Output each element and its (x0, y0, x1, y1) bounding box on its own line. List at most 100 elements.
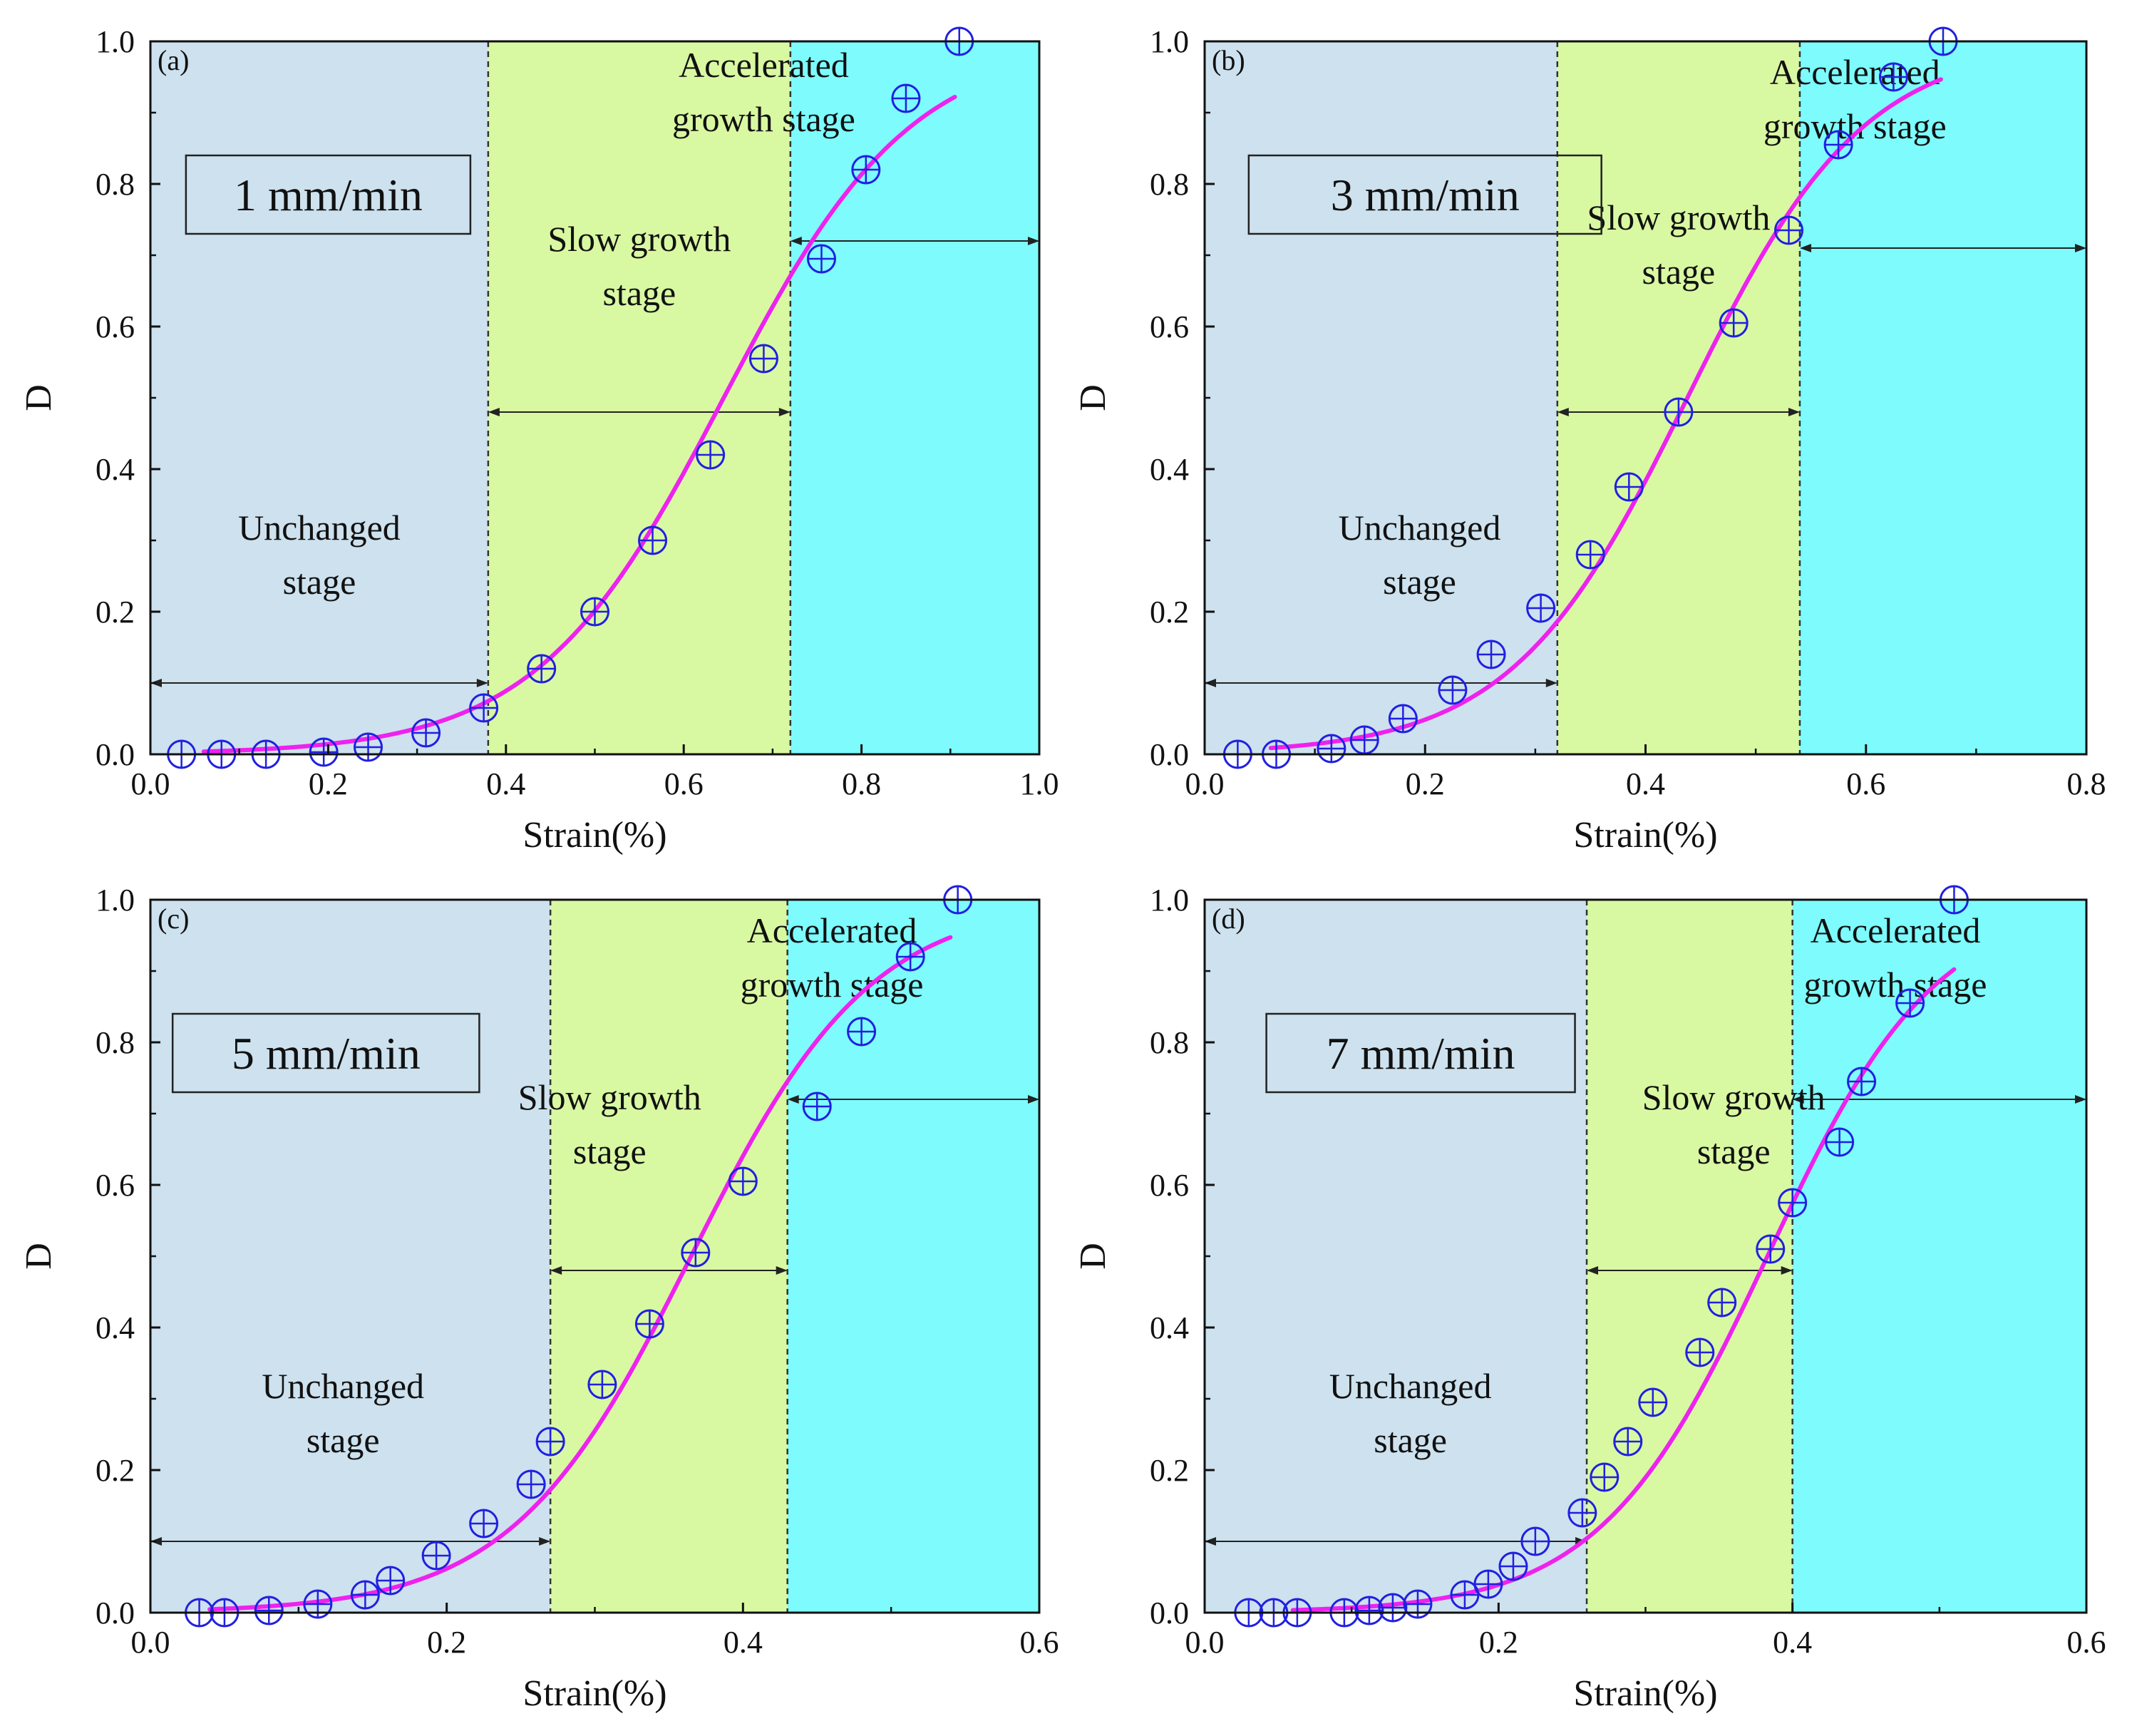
data-point (421, 1541, 451, 1571)
slow-growth-stage-band (550, 900, 788, 1613)
data-point (1847, 1067, 1877, 1096)
data-point (1638, 1387, 1668, 1417)
rate-label-box (1265, 1012, 1576, 1094)
accelerated-stage-arrow-right-head (2075, 1095, 2086, 1104)
slow-growth-stage-arrow-left-head (488, 408, 500, 416)
data-point (516, 1469, 546, 1499)
accelerated-stage-band (787, 900, 1039, 1613)
data-point (1756, 1234, 1786, 1264)
data-point (1707, 1288, 1737, 1318)
y-tick-label: 0.2 (96, 595, 135, 630)
data-point (1438, 675, 1468, 705)
y-tick-label: 0.2 (1150, 595, 1189, 630)
data-point (1354, 1596, 1384, 1625)
slow-growth-stage-arrow-left-head (1587, 1266, 1599, 1275)
unchanged-stage-band (1205, 900, 1587, 1613)
y-tick-label: 0.0 (96, 1596, 135, 1630)
x-tick-label: 0.6 (2067, 1625, 2106, 1660)
accelerated-stage-arrow-right-head (1028, 1095, 1039, 1104)
panel-letter: (c) (158, 903, 189, 935)
data-point (1778, 1188, 1808, 1218)
y-tick-label: 0.8 (1150, 167, 1189, 202)
data-point (1825, 1127, 1855, 1157)
x-tick-label: 0.2 (309, 766, 348, 801)
x-tick-label: 0.0 (131, 1625, 170, 1660)
rate-label: 5 mm/min (232, 1028, 421, 1079)
data-point (309, 737, 339, 767)
y-axis-title: D (1073, 1243, 1113, 1270)
data-point (1526, 593, 1556, 623)
data-point (1823, 130, 1853, 160)
data-point (1614, 472, 1644, 502)
y-tick-label: 0.4 (96, 1310, 135, 1345)
rate-label: 7 mm/min (1327, 1028, 1515, 1079)
data-point (728, 1166, 758, 1196)
rate-label-box (1247, 154, 1602, 235)
fitted-curve (1290, 967, 1957, 1613)
accelerated-stage-arrow-left-head (1792, 1095, 1804, 1104)
unchanged-stage-band (150, 41, 488, 754)
data-point (1878, 62, 1908, 92)
data-point (587, 1370, 617, 1399)
accelerated-stage-band (790, 41, 1039, 754)
y-tick-label: 0.6 (1150, 309, 1189, 344)
data-point (469, 693, 499, 723)
slow-growth-stage-band (488, 41, 791, 754)
y-tick-label: 1.0 (96, 883, 135, 918)
rate-label-box (185, 154, 472, 235)
x-tick-label: 0.4 (1773, 1625, 1812, 1660)
data-point (1388, 704, 1418, 734)
accelerated-stage-band (1792, 900, 2086, 1613)
y-tick-label: 0.6 (96, 1168, 135, 1203)
y-tick-label: 1.0 (1150, 883, 1189, 918)
y-tick-label: 0.8 (96, 1025, 135, 1060)
y-tick-label: 1.0 (96, 24, 135, 59)
data-point (354, 732, 383, 762)
y-axis-title: D (19, 384, 59, 411)
y-tick-label: 0.6 (96, 309, 135, 344)
x-tick-label: 0.8 (842, 766, 881, 801)
data-point (1664, 397, 1694, 427)
unchanged-stage-label-line-2: stage (283, 562, 356, 602)
data-point (1685, 1337, 1715, 1367)
x-axis-title: Strain(%) (1573, 1673, 1717, 1714)
data-point (1378, 1593, 1408, 1623)
x-tick-label: 1.0 (1020, 766, 1059, 801)
x-tick-label: 0.2 (1406, 766, 1445, 801)
y-tick-label: 0.4 (96, 452, 135, 487)
accelerated-stage-label-line-1: Accelerated (747, 910, 917, 950)
rate-label: 1 mm/min (234, 170, 423, 220)
unchanged-stage-label-line-2: stage (307, 1420, 380, 1460)
y-tick-label: 0.0 (1150, 737, 1189, 772)
x-tick-label: 0.6 (1846, 766, 1885, 801)
slow-growth-stage-arrow-right-head (1788, 408, 1800, 416)
y-tick-label: 1.0 (1150, 24, 1189, 59)
x-axis-title: Strain(%) (522, 815, 666, 856)
slow-growth-stage-arrow-right-head (1781, 1266, 1793, 1275)
data-point (634, 1309, 664, 1339)
fitted-curve (201, 95, 957, 754)
x-tick-label: 0.8 (2067, 766, 2106, 801)
unchanged-stage-arrow-right-head (1545, 679, 1557, 687)
x-tick-label: 0.4 (724, 1625, 763, 1660)
unchanged-stage-band (1205, 41, 1557, 754)
y-axis-title: D (1073, 384, 1113, 411)
unchanged-stage-arrow-right-head (476, 679, 488, 687)
data-point (411, 718, 441, 748)
accelerated-stage-band (1799, 41, 2086, 754)
slow-growth-stage-band (1587, 900, 1793, 1613)
slow-growth-stage-arrow-left-head (550, 1266, 562, 1275)
accelerated-stage-arrow-left-head (790, 237, 802, 245)
slow-growth-stage-label-line-2: stage (1697, 1131, 1771, 1171)
slow-growth-stage-arrow-left-head (1557, 408, 1569, 416)
accelerated-stage-label-line-2: growth stage (672, 99, 855, 139)
unchanged-stage-label-line-1: Unchanged (1339, 508, 1501, 548)
fitted-curve (1268, 77, 1943, 751)
data-point (1450, 1580, 1480, 1610)
slow-growth-stage-arrow-right-head (776, 1266, 788, 1275)
unchanged-stage-label-line-1: Unchanged (1329, 1366, 1492, 1406)
x-tick-label: 0.6 (664, 766, 704, 801)
slow-growth-stage-label-line-1: Slow growth (1587, 197, 1770, 237)
rate-label: 3 mm/min (1331, 170, 1520, 220)
